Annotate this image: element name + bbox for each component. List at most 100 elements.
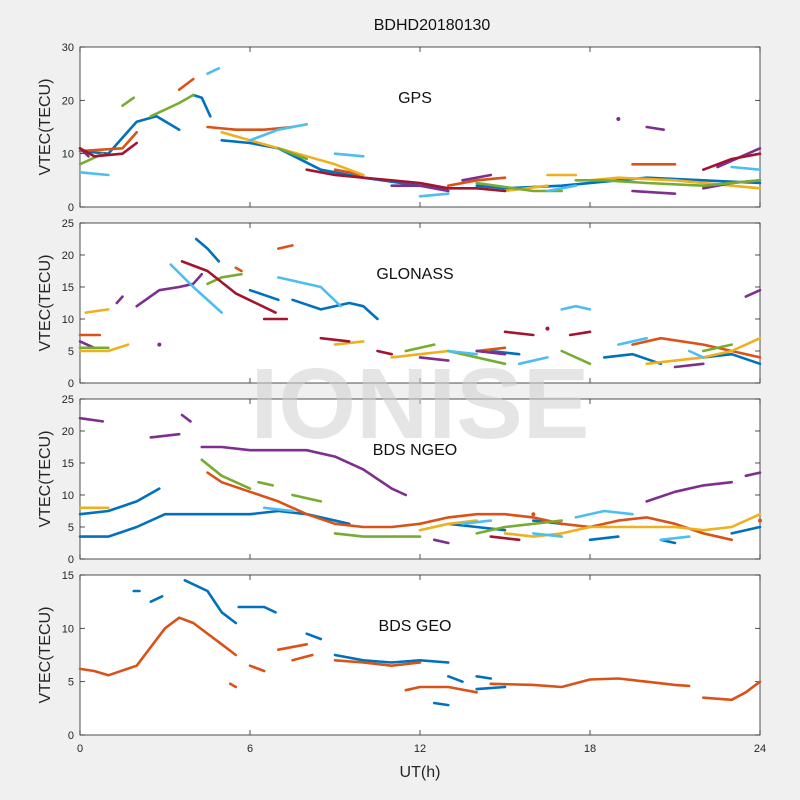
series-6-point — [545, 326, 550, 331]
y-tick-label: 15 — [62, 458, 74, 470]
y-tick-label: 10 — [62, 490, 74, 502]
series-1-segment-6 — [404, 685, 478, 694]
y-axis-label: VTEC(TECU) — [37, 255, 54, 352]
series-1-segment-3 — [277, 643, 308, 651]
y-tick-label: 0 — [68, 554, 74, 566]
series-5-segment-2 — [447, 349, 478, 356]
series-3-segment-4 — [432, 538, 450, 545]
series-5-segment-4 — [418, 192, 450, 198]
series-0-segment-0 — [78, 509, 351, 538]
series-6-segment-2 — [319, 336, 351, 343]
series-0-segment-4 — [588, 535, 620, 542]
series-6-segment-0 — [489, 535, 521, 542]
series-0-segment-7 — [447, 675, 464, 683]
series-1-segment-0 — [206, 471, 733, 542]
series-2-segment-0 — [78, 343, 130, 353]
series-3-segment-1 — [390, 184, 450, 193]
series-0-segment-2 — [291, 298, 379, 321]
series-2-segment-1 — [84, 308, 110, 314]
y-axis-label: VTEC(TECU) — [37, 607, 54, 704]
y-axis-label: VTEC(TECU) — [37, 431, 54, 528]
series-4-segment-0 — [200, 458, 252, 490]
series-3-segment-1 — [149, 432, 181, 439]
series-6-segment-4 — [503, 330, 535, 337]
series-1-segment-4 — [447, 176, 507, 187]
series-4-segment-5 — [574, 179, 762, 187]
series-3-segment-2 — [461, 173, 493, 182]
series-5-segment-2 — [532, 532, 563, 538]
series-6-segment-0 — [78, 141, 138, 158]
series-4-segment-1 — [257, 480, 274, 487]
panel-label: GPS — [398, 90, 432, 107]
series-1-segment-4 — [631, 336, 762, 359]
series-5-segment-1 — [277, 276, 342, 308]
series-5-segment-3 — [333, 152, 365, 158]
series-5-segment-0 — [262, 506, 294, 513]
x-tick-label: 18 — [584, 743, 596, 755]
series-5-segment-5 — [617, 336, 648, 346]
series-5-segment-0 — [169, 263, 223, 314]
y-tick-label: 10 — [62, 623, 74, 635]
x-tick-label: 12 — [414, 743, 426, 755]
y-tick-label: 0 — [68, 202, 74, 214]
y-tick-label: 0 — [68, 730, 74, 742]
series-4-segment-3 — [333, 532, 422, 538]
series-1-segment-0 — [78, 616, 238, 677]
series-3-point — [157, 342, 162, 347]
series-1-segment-0 — [78, 131, 138, 153]
series-0-segment-8 — [475, 675, 493, 680]
series-3-segment-4 — [645, 125, 665, 131]
series-3-segment-7 — [744, 288, 762, 298]
series-5-segment-0 — [78, 171, 110, 177]
y-tick-label: 5 — [68, 346, 74, 358]
panel-label: GLONASS — [376, 266, 453, 283]
panels: 0 10 20 30 VTEC(TECU) GPS 0 5 10 15 20 25 VTEC(TECU)… — [37, 42, 766, 755]
series-0-segment-0 — [78, 115, 181, 155]
y-tick-label: 5 — [68, 522, 74, 534]
series-1-segment-4 — [291, 653, 314, 662]
series-5-segment-3 — [574, 509, 634, 519]
series-3-point — [616, 117, 621, 121]
series-1-segment-7 — [489, 677, 691, 689]
y-tick-label: 10 — [62, 149, 74, 161]
y-axis-label: VTEC(TECU) — [37, 79, 54, 176]
series-5-segment-2 — [248, 123, 308, 142]
y-tick-label: 25 — [62, 394, 74, 406]
series-5-segment-3 — [517, 356, 549, 366]
series-0-segment-1 — [78, 487, 161, 516]
series-1-segment-8 — [702, 680, 762, 702]
series-4-segment-1 — [121, 96, 136, 107]
panel-0: 0 10 20 30 VTEC(TECU) GPS — [37, 42, 762, 214]
series-3-segment-4 — [418, 356, 450, 362]
series-5-segment-4 — [659, 535, 691, 542]
series-0-segment-2 — [183, 579, 238, 625]
series-0-segment-9 — [475, 685, 507, 691]
series-5-segment-5 — [546, 184, 578, 193]
series-5-segment-4 — [560, 304, 592, 311]
series-6-segment-3 — [376, 349, 393, 356]
y-tick-label: 15 — [62, 570, 74, 582]
plot-area — [79, 398, 761, 560]
series-1-segment-1 — [228, 682, 238, 689]
plot-area — [79, 574, 761, 736]
series-0-segment-6 — [730, 525, 762, 535]
series-6-segment-0 — [180, 260, 277, 314]
series-0-segment-4 — [305, 632, 323, 641]
series-6-segment-1 — [305, 168, 507, 193]
series-2-segment-2 — [333, 340, 365, 346]
series-3-segment-6 — [744, 471, 762, 478]
series-3-segment-5 — [645, 480, 733, 503]
y-tick-label: 20 — [62, 250, 74, 262]
series-1-segment-1 — [177, 77, 195, 91]
series-4-segment-3 — [277, 147, 308, 161]
series-2-segment-3 — [390, 349, 450, 359]
y-tick-label: 20 — [62, 426, 74, 438]
y-tick-label: 15 — [62, 282, 74, 294]
series-3-segment-0 — [78, 416, 104, 423]
series-4-segment-2 — [404, 343, 436, 353]
series-0-segment-1 — [192, 93, 212, 118]
watermark-text: IONISE — [251, 348, 590, 460]
panel-1: 0 5 10 15 20 25 VTEC(TECU) GLONASS — [37, 218, 762, 390]
x-tick-label: 6 — [247, 743, 253, 755]
